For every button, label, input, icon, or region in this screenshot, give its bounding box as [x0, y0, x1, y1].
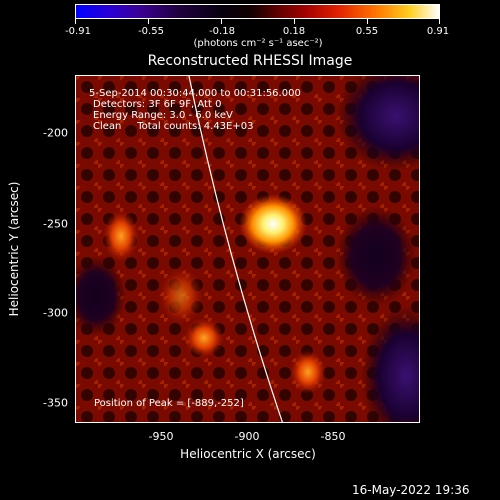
- emission-source: [184, 318, 224, 358]
- detectors-text: Detectors: 3F 6F 9F, Att 0: [93, 99, 222, 110]
- clean-counts-text: Clean Total counts: 4.43E+03: [93, 121, 254, 132]
- peak-position-text: Position of Peak = [-889,-252]: [94, 398, 244, 409]
- colorbar-tick-label: -0.55: [138, 26, 164, 37]
- emission-source: [103, 210, 139, 262]
- colorbar-tick-label: 0.91: [426, 26, 450, 37]
- y-tick-label: -350: [43, 396, 68, 410]
- peak-source: [239, 194, 307, 254]
- y-tick-label: -300: [43, 306, 68, 320]
- energy-range-text: Energy Range: 3.0 - 6.0 keV: [93, 110, 233, 121]
- y-axis-label: Heliocentric Y (arcsec): [7, 181, 21, 317]
- colorbar-tick: [148, 19, 149, 24]
- x-tick-label: -850: [320, 430, 346, 443]
- y-tick-label: -250: [43, 217, 68, 231]
- colorbar-units: (photons cm⁻² s⁻¹ asec⁻²): [193, 38, 323, 49]
- rhessi-image: 5-Sep-2014 00:30:44.000 to 00:31:56.000 …: [75, 75, 420, 423]
- colorbar-tick: [294, 19, 295, 24]
- x-axis-label: Heliocentric X (arcsec): [180, 447, 316, 461]
- x-tick-label: -900: [234, 430, 260, 443]
- time-range-text: 5-Sep-2014 00:30:44.000 to 00:31:56.000: [89, 88, 301, 99]
- emission-source: [159, 268, 203, 324]
- colorbar-tick: [75, 19, 76, 24]
- image-canvas: [76, 76, 419, 422]
- colorbar-tick: [439, 19, 440, 24]
- colorbar-tick-label: -0.18: [209, 26, 235, 37]
- colorbar: [75, 4, 440, 19]
- y-tick-label: -200: [43, 126, 68, 140]
- colorbar-tick-label: -0.91: [65, 26, 91, 37]
- colorbar-tick: [221, 19, 222, 24]
- dark-region: [336, 206, 416, 306]
- plot-title: Reconstructed RHESSI Image: [147, 53, 353, 69]
- colorbar-tick-label: 0.55: [355, 26, 379, 37]
- emission-source: [290, 350, 326, 394]
- colorbar-tick: [367, 19, 368, 24]
- dark-region: [76, 256, 126, 336]
- x-tick-label: -950: [148, 430, 174, 443]
- solar-limb-line: [188, 76, 283, 422]
- footer-date: 16-May-2022 19:36: [352, 483, 470, 497]
- dark-region: [336, 76, 419, 171]
- dark-region: [361, 306, 419, 422]
- colorbar-tick-label: 0.18: [282, 26, 306, 37]
